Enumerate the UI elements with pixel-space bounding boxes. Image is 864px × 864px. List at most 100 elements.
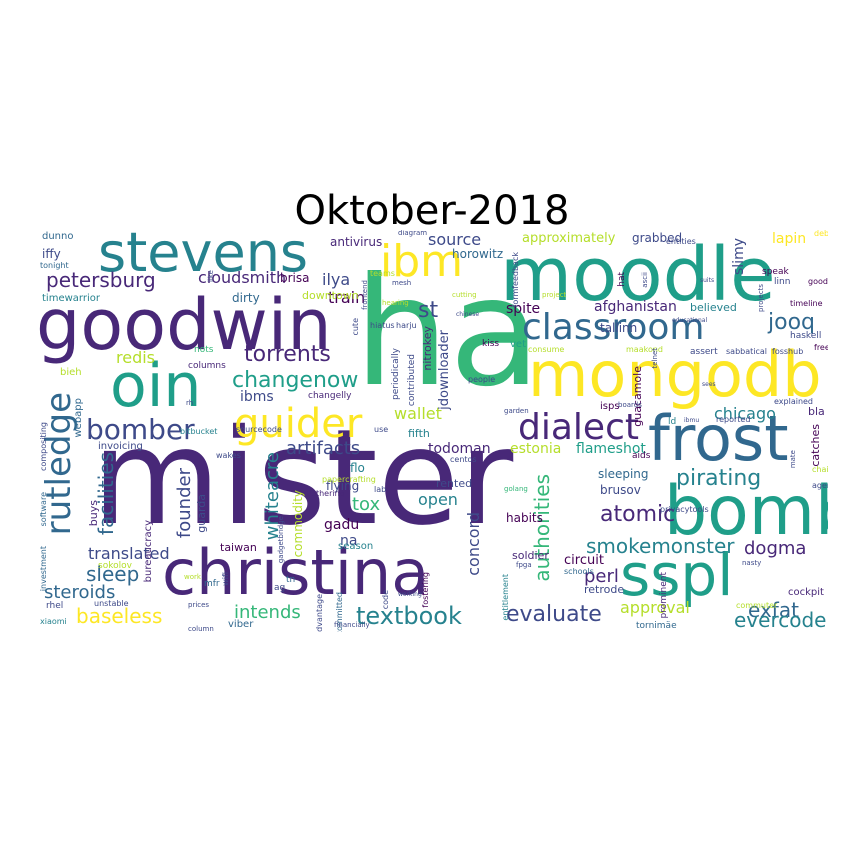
word-mfr: mfr xyxy=(204,579,220,589)
word-bomber: bomber xyxy=(86,413,195,446)
word-prominent: prominent xyxy=(659,572,669,619)
word-cockpit: cockpit xyxy=(788,587,824,598)
word-free: free xyxy=(814,343,828,352)
word-formfeedback: formfeedback xyxy=(511,252,520,308)
word-investment: investment xyxy=(39,546,48,592)
word-sleeping: sleeping xyxy=(598,467,649,481)
word-petersburg: petersburg xyxy=(46,268,156,292)
word-project: project xyxy=(542,291,567,299)
word-commuter: commuter xyxy=(736,601,778,610)
word-privacytools: privacytools xyxy=(660,505,709,514)
word-stevens: stevens xyxy=(98,230,309,284)
word-bureaucracy: bureaucracy xyxy=(143,520,154,583)
word-antivirus: antivirus xyxy=(330,235,383,249)
word-guacamole: guacamole xyxy=(631,366,644,427)
word-iffy: iffy xyxy=(42,247,61,261)
word-harju: harju xyxy=(396,321,417,330)
word-concord: concord xyxy=(464,512,483,576)
word-guider: guider xyxy=(234,401,363,447)
word-brisa: brisa xyxy=(280,271,310,285)
word-afghanistan: afghanistan xyxy=(594,299,677,315)
word-entitlement: entitlement xyxy=(501,574,510,621)
word-steroids: steroids xyxy=(44,582,116,603)
word-timewarrior: timewarrior xyxy=(42,293,100,304)
word-lapin: lapin xyxy=(772,231,807,247)
word-sokolov: sokolov xyxy=(98,561,132,571)
word-buys: buys xyxy=(87,500,100,527)
word-downtown: downtown xyxy=(302,289,359,302)
word-educational: educational xyxy=(672,317,708,324)
word-estonia: estonia xyxy=(510,441,562,457)
word-brusov: brusov xyxy=(600,483,641,497)
word-code: code xyxy=(381,590,390,610)
word-assert: assert xyxy=(690,347,718,357)
word-haskell: haskell xyxy=(790,331,822,341)
word-textbook: textbook xyxy=(356,602,462,630)
word-oin: oin xyxy=(110,351,202,421)
word-columns: columns xyxy=(188,361,226,371)
word-cloudsmith: cloudsmith xyxy=(198,268,287,287)
word-schools: schools xyxy=(564,567,594,576)
word-diagram: diagram xyxy=(398,230,428,237)
word-debug: debug xyxy=(814,230,828,238)
word-mongodb: mongodb xyxy=(528,338,822,411)
word-dunno: dunno xyxy=(42,231,74,242)
word-wakes: wakes xyxy=(216,451,241,460)
word-ag: ag xyxy=(274,583,286,593)
word-invoicing: invoicing xyxy=(98,441,143,452)
word-artifacts: artifacts xyxy=(286,438,361,459)
word-tornimae: tornimäe xyxy=(636,621,677,631)
word-kiss: kiss xyxy=(482,339,500,349)
word-good: good xyxy=(808,277,828,286)
word-papercrafting: papercrafting xyxy=(322,475,376,484)
word-soldier: soldier xyxy=(512,549,549,562)
word-wifi: wifi xyxy=(221,572,230,586)
word-sleep: sleep xyxy=(86,562,140,586)
word-open: open xyxy=(418,490,458,509)
word-flying: flying xyxy=(326,479,360,493)
word-jooq: jooq xyxy=(768,310,815,335)
word-tonight: tonight xyxy=(40,261,69,270)
word-believed: believed xyxy=(690,301,737,314)
word-taiwan: taiwan xyxy=(220,541,257,554)
word-st: st xyxy=(418,298,439,323)
word-centos: centos xyxy=(450,455,477,464)
word-viber: viber xyxy=(228,619,254,630)
word-ha: ha xyxy=(354,246,541,420)
word-garden: garden xyxy=(504,407,529,415)
word-isps: isps xyxy=(600,401,620,412)
word-contributed: contributed xyxy=(407,354,417,407)
word-todoman: todoman xyxy=(428,441,491,457)
word-evaluate: evaluate xyxy=(506,602,602,627)
word-cute: cute xyxy=(351,318,360,336)
word-pirating: pirating xyxy=(676,466,762,491)
word-agent: agent xyxy=(812,481,828,490)
word-habits: habits xyxy=(506,511,543,525)
word-christina: christina xyxy=(162,536,430,609)
word-mesh: mesh xyxy=(392,279,412,287)
word-intends: intends xyxy=(234,602,301,623)
word-working: working xyxy=(398,591,422,598)
word-software: software xyxy=(39,492,48,527)
word-frost: frost xyxy=(648,402,789,475)
word-ibm: ibm xyxy=(380,236,464,287)
word-founder: founder xyxy=(174,468,195,539)
word-catches: catches xyxy=(809,424,822,467)
word-teams: teams xyxy=(370,269,395,278)
word-hat: hat xyxy=(617,272,627,287)
word-torrents: torrents xyxy=(244,342,331,367)
word-slimy: slimy xyxy=(731,238,747,275)
word-explained: explained xyxy=(774,397,814,406)
word-authorities: authorities xyxy=(530,474,554,582)
word-nasty: nasty xyxy=(742,559,762,567)
word-sourcecode: sourcecode xyxy=(236,425,282,434)
word-cutting: cutting xyxy=(452,291,477,299)
word-changenow: changenow xyxy=(232,368,359,393)
word-redis: redis xyxy=(116,348,156,367)
word-webapp: webapp xyxy=(73,398,84,438)
word-atomic: atomic xyxy=(600,502,676,527)
word-maakond: maakond xyxy=(626,345,663,354)
word-hearing: hearing xyxy=(382,299,409,307)
word-rh: rh xyxy=(186,399,194,407)
word-chairs: chairs xyxy=(812,465,828,474)
